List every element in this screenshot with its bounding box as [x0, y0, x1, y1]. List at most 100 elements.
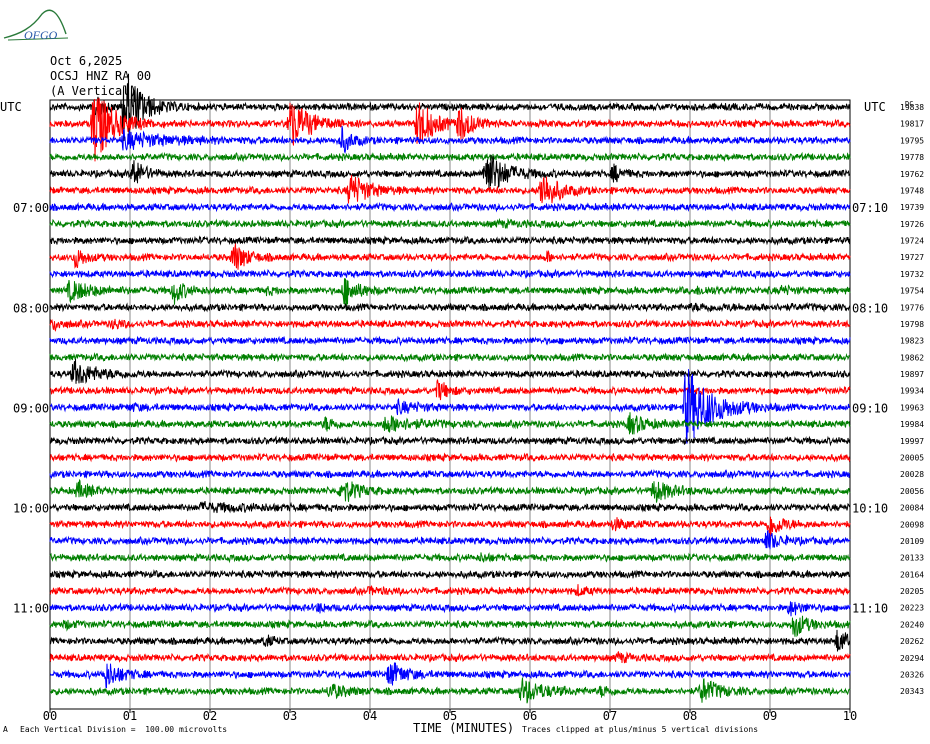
- axis-labels: 00 01 02 03 04 05 06 07 08 09 10 19838 19817 19795 197…: [0, 100, 924, 723]
- dc-offset-label: 20164: [900, 570, 924, 579]
- station-label: OCSJ HNZ RA 00: [50, 69, 152, 83]
- dc-offset-label: 19762: [900, 170, 924, 179]
- x-tick-label: 10: [843, 709, 857, 723]
- dc-offset-label: 20084: [900, 504, 924, 513]
- trace-line: [49, 412, 851, 435]
- dc-offset-label: 19934: [900, 387, 924, 396]
- dc-offset-label: 20343: [900, 687, 924, 696]
- trace-line: [49, 318, 851, 332]
- dc-offset-label: 20205: [900, 587, 924, 596]
- dc-offset-label: 19724: [900, 237, 924, 246]
- dc-offset-label: 19897: [900, 370, 924, 379]
- trace-line: [49, 302, 851, 313]
- dc-offset-label: 20098: [900, 520, 924, 529]
- left-time-label: 11:00: [13, 602, 49, 616]
- trace-line: [49, 478, 851, 503]
- clip-note: Traces clipped at plus/minus 5 vertical …: [522, 725, 759, 734]
- dc-offset-label: 19739: [900, 203, 924, 212]
- dc-offset-label: 19997: [900, 437, 924, 446]
- trace-line: [49, 501, 851, 514]
- trace-line: [49, 677, 851, 704]
- trace-line: [49, 174, 851, 204]
- x-tick-label: 03: [283, 709, 297, 723]
- trace-line: [49, 552, 851, 564]
- dc-offset-label: 20005: [900, 453, 924, 462]
- dc-offset-label: 20223: [900, 604, 924, 613]
- dc-offset-label: 19776: [900, 303, 924, 312]
- trace-line: [49, 359, 851, 385]
- dc-offset-label: 19984: [900, 420, 924, 429]
- dc-offset-label: 19838: [900, 103, 924, 112]
- trace-line: [49, 529, 851, 550]
- right-utc-label: UTC: [864, 100, 886, 114]
- dc-offset-label: 19754: [900, 287, 924, 296]
- left-time-label: 07:00: [13, 201, 49, 215]
- trace-line: [49, 126, 851, 155]
- trace-line: [49, 73, 851, 142]
- trace-line: [49, 369, 851, 444]
- logo-text: OFGO: [24, 28, 58, 42]
- dc-offset-label: 19795: [900, 136, 924, 145]
- dc-offset-label: 19727: [900, 253, 924, 262]
- right-time-label: 10:10: [852, 502, 888, 516]
- trace-line: [49, 278, 851, 307]
- x-tick-label: 08: [683, 709, 697, 723]
- x-tick-label: 05: [443, 709, 457, 723]
- x-tick-label: 02: [203, 709, 217, 723]
- corner-mark: A: [3, 725, 8, 734]
- right-time-label: 09:10: [852, 401, 888, 415]
- dc-offset-label: 20109: [900, 537, 924, 546]
- x-axis-title: TIME (MINUTES): [413, 721, 515, 735]
- dc-offset-label: 19823: [900, 337, 924, 346]
- scale-note: Each Vertical Division = 100.00 microvol…: [20, 725, 228, 734]
- component-label: (A Vertical): [50, 84, 137, 98]
- dc-offset-label: 20056: [900, 487, 924, 496]
- dc-offset-label: 20028: [900, 470, 924, 479]
- left-time-label: 10:00: [13, 502, 49, 516]
- trace-line: [49, 154, 851, 189]
- trace-line: [49, 615, 851, 638]
- dc-offset-label: 19778: [900, 153, 924, 162]
- dc-offset-label: 19963: [900, 403, 924, 412]
- trace-line: [49, 651, 851, 664]
- trace-line: [49, 662, 851, 689]
- trace-line: [49, 235, 851, 246]
- dc-offset-label: 19817: [900, 120, 924, 129]
- x-tick-label: 07: [603, 709, 617, 723]
- dc-offset-label: 19862: [900, 353, 924, 362]
- trace-line: [49, 584, 851, 597]
- left-time-label: 08:00: [13, 301, 49, 315]
- dc-offset-label: 20294: [900, 654, 924, 663]
- trace-line: [49, 335, 851, 347]
- trace-line: [49, 97, 851, 162]
- dc-offset-label: 20133: [900, 554, 924, 563]
- x-tick-label: 01: [123, 709, 137, 723]
- trace-line: [49, 243, 851, 270]
- right-time-label: 07:10: [852, 201, 888, 215]
- trace-line: [49, 379, 851, 401]
- trace-line: [49, 151, 851, 163]
- trace-line: [49, 601, 851, 617]
- seismic-traces: [49, 73, 851, 704]
- trace-line: [49, 569, 851, 580]
- trace-line: [49, 469, 851, 480]
- dc-offset-label: 20326: [900, 670, 924, 679]
- x-tick-label: 04: [363, 709, 377, 723]
- trace-line: [49, 217, 851, 230]
- x-tick-label: 06: [523, 709, 537, 723]
- trace-line: [49, 516, 851, 538]
- dc-offset-label: 20262: [900, 637, 924, 646]
- right-time-label: 08:10: [852, 301, 888, 315]
- trace-line: [50, 452, 851, 463]
- left-time-label: 09:00: [13, 401, 49, 415]
- left-utc-label: UTC: [0, 100, 22, 114]
- dc-offset-label: 20240: [900, 620, 924, 629]
- x-tick-label: 09: [763, 709, 777, 723]
- x-tick-label: 00: [43, 709, 57, 723]
- trace-line: [49, 352, 851, 363]
- right-time-label: 11:10: [852, 602, 888, 616]
- dc-header-label: DC: [905, 100, 913, 108]
- dc-offset-label: 19748: [900, 186, 924, 195]
- trace-line: [49, 201, 851, 213]
